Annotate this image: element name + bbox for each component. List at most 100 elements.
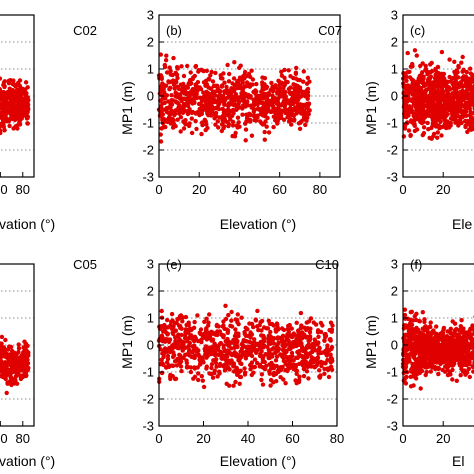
data-point	[173, 79, 179, 84]
data-point	[401, 134, 407, 139]
data-point	[459, 60, 464, 65]
data-point	[434, 91, 439, 97]
data-point	[213, 360, 219, 366]
data-point	[18, 104, 24, 109]
data-point	[225, 62, 230, 68]
data-point	[277, 108, 283, 114]
data-point	[227, 114, 232, 120]
data-point	[175, 84, 180, 90]
data-point	[169, 326, 174, 331]
y-tick-label: 0	[147, 338, 154, 353]
data-point	[178, 364, 184, 369]
data-point	[425, 78, 431, 83]
data-point	[188, 365, 194, 370]
data-point	[178, 107, 183, 112]
data-point	[463, 100, 469, 106]
data-point	[255, 360, 260, 366]
data-point	[175, 117, 180, 122]
data-point	[303, 350, 308, 355]
data-point	[464, 118, 470, 124]
data-point	[235, 106, 240, 111]
data-point	[448, 123, 453, 128]
data-point	[199, 374, 204, 379]
data-point	[209, 365, 214, 371]
data-point	[209, 69, 214, 75]
data-point	[439, 49, 445, 55]
panel-c-ticks: 0 20 -3 -2 -1 0 1 2 3	[386, 8, 450, 198]
data-point	[271, 346, 276, 351]
data-point	[264, 326, 269, 331]
data-point	[257, 353, 263, 359]
data-point	[219, 83, 225, 88]
data-point	[275, 322, 280, 327]
data-point	[166, 80, 172, 85]
data-point	[157, 91, 162, 96]
x-tick-label: 40	[232, 182, 246, 197]
data-point	[187, 121, 192, 126]
data-point	[175, 65, 180, 70]
data-point	[253, 318, 259, 323]
data-point	[204, 68, 209, 74]
data-point	[184, 322, 189, 328]
data-point	[225, 95, 230, 100]
data-point	[177, 352, 182, 357]
data-point	[8, 106, 13, 111]
data-point	[255, 324, 260, 329]
data-point	[168, 322, 173, 328]
y-tick-label: -2	[142, 392, 154, 407]
data-point	[249, 68, 254, 73]
data-point	[171, 118, 176, 123]
data-point	[194, 95, 199, 101]
data-point	[270, 93, 275, 98]
data-point	[240, 96, 246, 102]
y-tick-label: 1	[147, 311, 154, 326]
data-point	[294, 65, 299, 71]
data-point	[402, 126, 408, 131]
panel-c-x-title: Ele	[452, 216, 472, 232]
data-point	[204, 364, 209, 369]
data-point	[428, 369, 433, 374]
data-point	[429, 69, 435, 74]
data-point	[180, 110, 186, 116]
data-point	[284, 355, 290, 360]
data-point	[448, 116, 454, 121]
data-point	[277, 112, 283, 117]
data-point	[214, 323, 220, 329]
data-point	[195, 84, 200, 90]
data-point	[249, 321, 255, 327]
data-point	[463, 124, 468, 130]
data-point	[432, 84, 437, 89]
data-point	[276, 340, 281, 345]
data-point	[17, 122, 23, 127]
data-point	[408, 133, 413, 138]
data-point	[210, 79, 216, 84]
panel-c05-frame	[0, 263, 35, 427]
data-point	[242, 366, 247, 371]
data-point	[305, 364, 310, 370]
data-point	[231, 76, 237, 81]
data-point	[25, 114, 30, 119]
data-point	[299, 119, 304, 124]
data-point	[283, 79, 289, 84]
data-point	[453, 73, 458, 78]
data-point	[158, 104, 164, 109]
data-point	[450, 112, 455, 118]
data-point	[322, 371, 327, 376]
data-point	[301, 79, 306, 84]
data-point	[23, 98, 28, 103]
data-point	[158, 52, 163, 57]
data-point	[183, 122, 188, 127]
data-point	[6, 362, 12, 367]
data-point	[231, 89, 237, 94]
data-point	[259, 372, 265, 377]
data-point	[241, 102, 247, 108]
data-point	[270, 337, 275, 343]
data-point	[234, 343, 240, 349]
data-point	[188, 70, 193, 75]
data-point	[176, 346, 181, 351]
data-point	[437, 107, 443, 112]
data-point	[457, 94, 463, 99]
data-point	[429, 136, 434, 141]
data-point	[442, 118, 447, 123]
data-point	[210, 338, 215, 343]
